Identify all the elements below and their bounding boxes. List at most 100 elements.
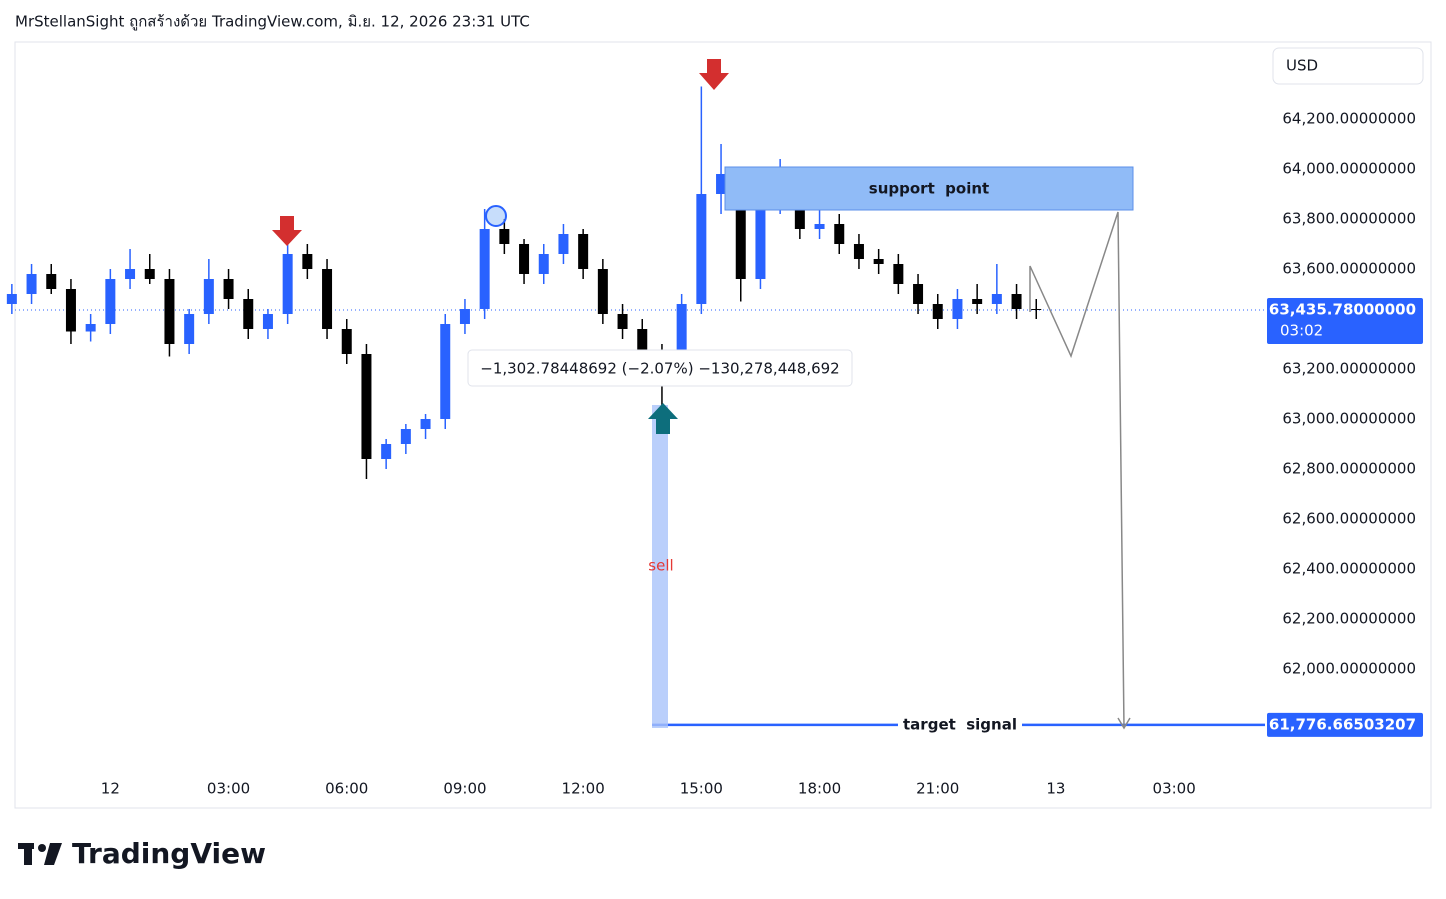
x-tick-label: 03:00 — [207, 780, 250, 798]
candle-body — [755, 204, 766, 279]
candle-body — [972, 299, 983, 304]
x-tick-label: 12 — [101, 780, 120, 798]
candle-body — [381, 444, 392, 459]
support-box — [724, 166, 1134, 211]
y-tick-label: 64,000.00000000 — [1282, 160, 1416, 178]
x-tick-label: 15:00 — [680, 780, 723, 798]
candle-body — [499, 229, 510, 244]
y-tick-label: 62,400.00000000 — [1282, 560, 1416, 578]
candle-body — [991, 294, 1002, 304]
candle-body — [144, 269, 155, 279]
candle-body — [1011, 294, 1022, 309]
candle-body — [440, 324, 451, 419]
candle-body — [696, 194, 707, 304]
sell-bar — [652, 405, 668, 728]
logo: TradingView — [18, 837, 266, 870]
candle-body — [459, 309, 470, 324]
y-tick-label: 62,200.00000000 — [1282, 610, 1416, 628]
candle-body — [519, 244, 530, 274]
candle-body — [637, 329, 648, 359]
candle-body — [6, 294, 17, 304]
candle-body — [400, 429, 411, 444]
y-tick-label: 63,000.00000000 — [1282, 410, 1416, 428]
x-tick-label: 21:00 — [916, 780, 959, 798]
y-tick-label: 62,800.00000000 — [1282, 460, 1416, 478]
y-tick-label: 63,200.00000000 — [1282, 360, 1416, 378]
target-text-bg — [898, 714, 1022, 735]
candle-body — [853, 244, 864, 259]
currency-box — [1272, 47, 1424, 85]
x-tick-label: 18:00 — [798, 780, 841, 798]
candle-body — [262, 314, 273, 329]
y-tick-label: 63,800.00000000 — [1282, 210, 1416, 228]
candle-body — [814, 224, 825, 229]
candle-body — [361, 354, 372, 459]
target-price-label: 61,776.66503207 — [1269, 715, 1416, 733]
logo-mark — [24, 843, 32, 865]
y-tick-label: 62,000.00000000 — [1282, 660, 1416, 678]
candle-body — [913, 284, 924, 304]
header-title: MrStellanSight ถูกสร้างด้วย TradingView.… — [15, 13, 530, 31]
candle-body — [46, 274, 57, 289]
y-tick-label: 62,600.00000000 — [1282, 510, 1416, 528]
candle-body — [479, 229, 490, 309]
x-tick-label: 03:00 — [1153, 780, 1196, 798]
x-tick-label: 06:00 — [325, 780, 368, 798]
candle-body — [538, 254, 549, 274]
down-arrow — [272, 216, 302, 246]
candle-body — [716, 174, 727, 194]
candle-body — [597, 269, 608, 314]
candle-body — [105, 279, 116, 324]
measure-box — [467, 349, 853, 387]
down-arrow — [699, 59, 729, 90]
candle-body — [322, 269, 333, 329]
y-tick-label: 64,200.00000000 — [1282, 110, 1416, 128]
candle-body — [873, 259, 884, 264]
candle-body — [893, 264, 904, 284]
candle-body — [243, 299, 254, 329]
candle-body — [282, 254, 293, 314]
candle-body — [302, 254, 313, 269]
sell-label: sell — [648, 557, 673, 575]
x-tick-label: 13 — [1046, 780, 1065, 798]
candle-body — [164, 279, 175, 344]
frame — [14, 41, 1432, 809]
target-text: target signal — [903, 715, 1017, 733]
last-price-label: 63,435.78000000 — [1269, 301, 1416, 319]
candle-body — [85, 324, 96, 332]
candle-body — [223, 279, 234, 299]
candle-body — [184, 314, 195, 344]
y-tick-label: 63,600.00000000 — [1282, 260, 1416, 278]
candle-body — [676, 304, 687, 374]
candle-body — [617, 314, 628, 329]
candle-body — [1031, 309, 1042, 310]
projection-path — [1029, 211, 1125, 729]
candle-body — [26, 274, 37, 294]
plot: 12 03:00 06:00 09:00 12:00 15:00 18:00 21:00 13 0… — [6, 86, 1269, 798]
candle-body — [834, 224, 845, 244]
up-arrow — [648, 403, 678, 434]
logo-mark — [38, 844, 46, 852]
target-price-box — [1267, 712, 1423, 737]
currency: USD — [1286, 57, 1318, 75]
circle-marker — [485, 205, 507, 227]
measure-label: −1,302.78448692 (−2.07%) −130,278,448,69… — [480, 360, 839, 378]
candle-body — [558, 234, 569, 254]
countdown: 03:02 — [1280, 322, 1323, 340]
support-label: support point — [869, 180, 989, 198]
candle-body — [125, 269, 136, 279]
logo-text: TradingView — [72, 837, 266, 870]
x-tick-label: 09:00 — [443, 780, 486, 798]
candle-body — [65, 289, 76, 332]
arrow-head — [1117, 717, 1131, 730]
logo-mark — [44, 843, 62, 865]
candle-body — [420, 419, 431, 429]
x-tick-label: 12:00 — [562, 780, 605, 798]
candle-body — [952, 299, 963, 319]
candle-body — [203, 279, 214, 314]
candle-body — [341, 329, 352, 354]
price-labels: 62,000.00000000 62,200.00000000 62,400.000… — [1267, 110, 1423, 737]
candle-body — [932, 304, 943, 319]
candle-body — [735, 174, 746, 279]
